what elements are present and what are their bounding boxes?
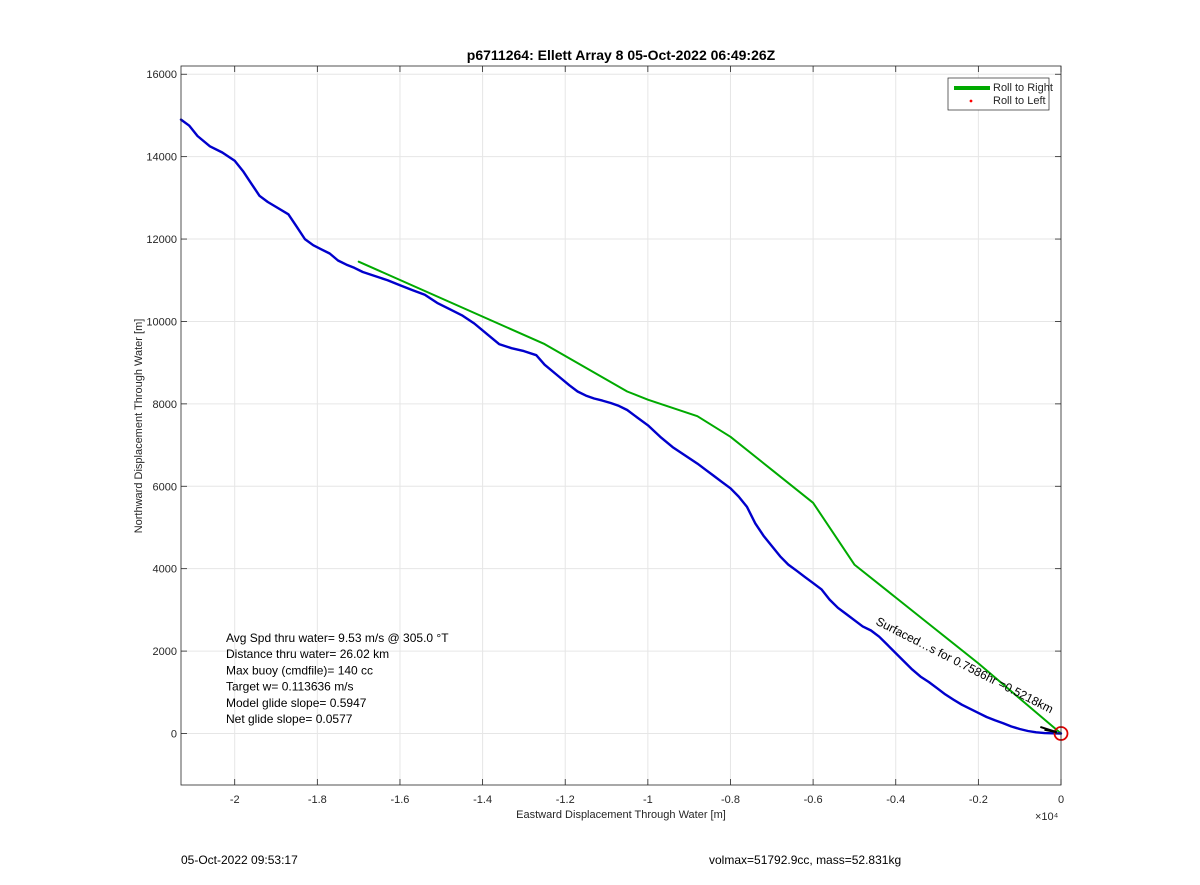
plot-frame [180, 65, 1062, 786]
y-tick-label: 16000 [146, 69, 177, 81]
y-tick-label: 14000 [146, 152, 177, 164]
series-line-1 [179, 118, 1063, 735]
y-tick-label: 10000 [146, 316, 177, 328]
stats-line: Model glide slope= 0.5947 [226, 696, 367, 710]
stats-line: Avg Spd thru water= 9.53 m/s @ 305.0 °T [226, 631, 449, 645]
legend-label-roll-left: Roll to Left [993, 95, 1046, 107]
x-tick-label: -0.2 [969, 794, 988, 806]
y-tick-label: 6000 [153, 481, 177, 493]
x-tick-label: -1 [643, 794, 653, 806]
series-layer [179, 118, 1063, 735]
stats-line: Max buoy (cmdfile)= 140 cc [226, 663, 373, 677]
footer-summary: volmax=51792.9cc, mass=52.831kg [709, 853, 902, 867]
x-tick-label: -1.8 [308, 794, 327, 806]
x-tick-label: -0.8 [721, 794, 740, 806]
x-tick-label: 0 [1058, 794, 1064, 806]
x-tick-label: -1.2 [556, 794, 575, 806]
legend-box [947, 77, 1050, 111]
stats-line: Net glide slope= 0.0577 [226, 712, 353, 726]
legend-swatch-roll-left [969, 99, 973, 103]
legend: Roll to Right Roll to Left [947, 77, 1053, 111]
x-tick-label: -0.4 [886, 794, 905, 806]
x-tick-label: -0.6 [804, 794, 823, 806]
y-tick-label: 12000 [146, 234, 177, 246]
x-tick-label: -2 [230, 794, 240, 806]
plot-area [181, 66, 1061, 785]
surface-drift-arrows [1040, 725, 1058, 734]
chart-title: p6711264: Ellett Array 8 05-Oct-2022 06:… [467, 47, 776, 63]
y-tick-label: 2000 [153, 646, 177, 658]
y-tick-label: 0 [171, 728, 177, 740]
x-axis-exponent: ×10⁴ [1035, 811, 1059, 823]
x-tick-label: -1.4 [473, 794, 492, 806]
y-tick-label: 8000 [153, 399, 177, 411]
stats-line: Target w= 0.113636 m/s [226, 680, 354, 694]
series-line-0 [357, 260, 1062, 735]
y-axis-label: Northward Displacement Through Water [m] [133, 319, 145, 534]
stats-line: Distance thru water= 26.02 km [226, 647, 389, 661]
x-tick-label: -1.6 [390, 794, 409, 806]
axis-ticks: -2 -1.8 -1.6 -1.4 -1.2 -1 -0.8 -0.6 -0.4 -0.2 0 0 20… [146, 66, 1064, 806]
x-axis-label: Eastward Displacement Through Water [m] [516, 809, 726, 821]
y-tick-label: 4000 [153, 564, 177, 576]
legend-label-roll-right: Roll to Right [993, 82, 1053, 94]
footer-timestamp: 05-Oct-2022 09:53:17 [181, 853, 298, 867]
stats-annotation: Avg Spd thru water= 9.53 m/s @ 305.0 °T D… [226, 631, 449, 726]
